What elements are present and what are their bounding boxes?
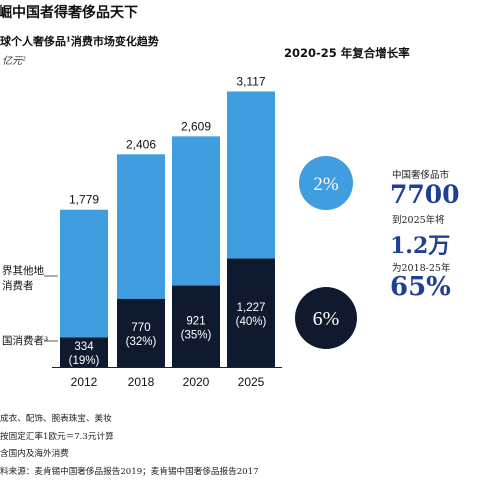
china-share-label-2025: (40%) <box>236 316 267 328</box>
bar-china-2018 <box>117 298 165 367</box>
side-line-2: 到2025年将 <box>392 215 445 226</box>
cagr-value-rest: 2% <box>313 174 339 195</box>
china-share-label-2018: (32%) <box>126 336 157 348</box>
legend-china: 国消费者³ <box>2 335 49 347</box>
bar-china-2020 <box>172 285 220 367</box>
legend-rest-of-world: 界其他地 消费者 <box>2 264 44 294</box>
side-value-2: 1.2万 <box>390 233 451 259</box>
x-tick-label-2018: 2018 <box>128 375 155 389</box>
total-label-2018: 2,406 <box>126 137 156 151</box>
total-label-2012: 1,779 <box>69 193 99 207</box>
china-value-label-2018: 770 <box>131 322 150 334</box>
china-share-label-2012: (19%) <box>69 355 100 367</box>
side-line-3: 为2018-25年 <box>392 263 451 274</box>
footnote-1: 成衣、配饰、腕表珠宝、美妆 <box>0 414 112 424</box>
cagr-value-china: 6% <box>313 308 340 330</box>
side-value-3: 65% <box>390 272 451 302</box>
side-value-1: 7700 <box>390 180 460 209</box>
china-value-label-2020: 921 <box>186 315 205 327</box>
x-tick-label-2025: 2025 <box>238 375 265 389</box>
china-share-label-2020: (35%) <box>181 329 212 341</box>
unit-label: 亿元² <box>2 56 27 67</box>
side-line-1: 中国奢侈品市 <box>392 170 450 181</box>
chart-subtitle: 球个人奢侈品¹消费市场变化趋势 <box>0 35 159 48</box>
legend-rest-line-1: 界其他地 <box>2 265 44 277</box>
footnote-4: 料来源：麦肯锡中国奢侈品报告2019；麦肯锡中国奢侈品报告2017 <box>0 467 259 477</box>
footnote-3: 含国内及海外消费 <box>0 449 69 459</box>
cagr-circle-rest <box>299 156 353 210</box>
cagr-title: 2020-25 年复合增长率 <box>284 46 410 60</box>
x-tick-label-2012: 2012 <box>71 375 98 389</box>
china-value-label-2012: 334 <box>74 341 94 353</box>
total-label-2020: 2,609 <box>181 119 211 133</box>
china-value-label-2025: 1,227 <box>237 302 266 314</box>
bar-china-2025 <box>227 258 275 367</box>
bar-china-2012 <box>60 337 108 367</box>
total-label-2025: 3,117 <box>236 74 265 88</box>
footnote-2: 按固定汇率1欧元＝7.3元计算 <box>0 432 114 442</box>
bar-rest-2020 <box>172 136 220 286</box>
page-title: 崛中国者得奢侈品天下 <box>0 5 138 21</box>
bar-rest-2018 <box>117 154 165 299</box>
cagr-circle-china <box>295 287 357 349</box>
bar-rest-2012 <box>60 209 108 338</box>
legend-rest-line-2: 消费者 <box>2 280 34 292</box>
x-tick-label-2020: 2020 <box>183 375 210 389</box>
bar-rest-2025 <box>227 91 275 259</box>
